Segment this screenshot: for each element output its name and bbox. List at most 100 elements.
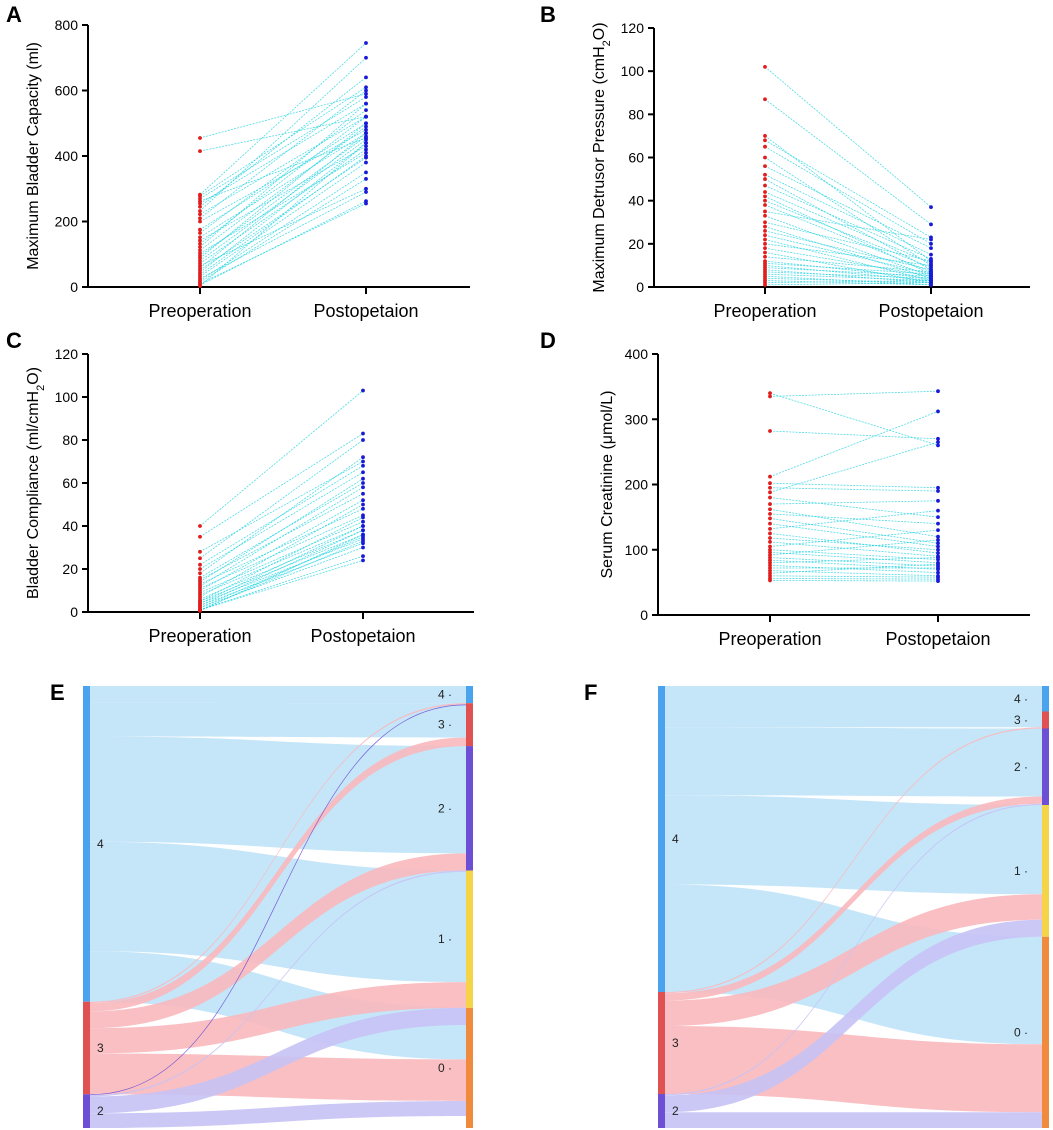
pair-line: [199, 555, 364, 611]
sankey-flow-2-to-0: [665, 1112, 1042, 1128]
postoperation-point: [361, 438, 365, 442]
sankey-flow-4-to-4: [90, 686, 466, 704]
postoperation-point: [364, 131, 368, 135]
postoperation-point: [929, 237, 933, 242]
postoperation-point: [936, 551, 940, 555]
pair-line: [199, 200, 367, 286]
sankey-flow-4-to-3: [665, 711, 1042, 728]
sankey-right-label: 2 ·: [438, 801, 452, 815]
preoperation-point: [198, 256, 202, 261]
pair-line: [764, 178, 932, 271]
pair-line: [199, 178, 367, 283]
pair-line: [769, 537, 939, 551]
sankey-flow-4-to-3: [90, 702, 466, 738]
postoperation-point: [364, 95, 368, 99]
preoperation-point: [763, 220, 767, 225]
y-axis-title: Maximum Bladder Capacity (ml): [25, 42, 42, 270]
y-tick-label: 0: [70, 279, 78, 295]
y-tick-label: 0: [70, 604, 78, 620]
pair-line: [769, 570, 939, 577]
pair-line: [199, 136, 367, 257]
postoperation-point: [361, 506, 365, 511]
sankey-right-label: 2 ·: [1014, 760, 1028, 774]
preoperation-point: [198, 534, 202, 539]
preoperation-point: [768, 495, 772, 500]
y-axis-title: Serum Creatinine (μmol/L): [599, 391, 616, 579]
pair-line: [769, 523, 939, 547]
postoperation-point: [936, 566, 940, 570]
pair-line: [199, 456, 364, 574]
y-tick-label: 20: [628, 236, 644, 252]
postoperation-point: [364, 55, 368, 60]
y-tick-label: 80: [628, 106, 644, 122]
preoperation-point: [768, 566, 772, 570]
pair-line: [199, 157, 367, 271]
postoperation-point: [361, 476, 365, 481]
preoperation-point: [768, 521, 772, 526]
postoperation-point: [936, 515, 940, 520]
sankey-left-node-2: [658, 1094, 665, 1128]
pair-line: [199, 191, 367, 279]
postoperation-point: [361, 554, 365, 558]
preoperation-point: [763, 138, 767, 143]
pair-line: [769, 541, 939, 557]
preoperation-point: [768, 429, 772, 433]
preoperation-point: [768, 571, 772, 576]
preoperation-point: [763, 209, 767, 214]
pair-line: [764, 135, 932, 262]
pair-line: [199, 132, 367, 238]
postoperation-point: [364, 160, 368, 165]
y-tick-label: 100: [625, 542, 649, 558]
postoperation-point: [936, 570, 940, 575]
preoperation-point: [763, 237, 767, 242]
pair-line: [199, 390, 364, 527]
pair-line: [199, 504, 364, 598]
preoperation-point: [763, 97, 767, 102]
sankey-right-label: 0 ·: [1014, 1025, 1028, 1039]
pair-line: [764, 211, 932, 240]
postoperation-point: [364, 137, 368, 142]
postoperation-point: [364, 108, 368, 113]
pair-line: [199, 534, 364, 612]
postoperation-point: [364, 88, 368, 93]
x-category-label: Postopetaion: [313, 301, 418, 321]
pair-line: [199, 142, 367, 287]
pair-line: [769, 539, 939, 556]
pair-line: [769, 549, 939, 560]
postoperation-point: [936, 498, 940, 503]
pair-line: [769, 529, 939, 547]
pair-line: [199, 155, 367, 275]
sankey-left-node-4: [83, 686, 90, 1002]
postoperation-point: [361, 459, 365, 464]
postoperation-point: [936, 485, 940, 490]
pair-line: [199, 529, 364, 606]
preoperation-point: [763, 203, 767, 207]
postoperation-point: [936, 562, 940, 567]
pair-line: [764, 234, 932, 275]
y-tick-label: 100: [621, 63, 645, 79]
pair-line: [199, 137, 367, 202]
postoperation-point: [364, 91, 368, 96]
x-category-label: Postopetaion: [878, 301, 983, 321]
preoperation-point: [763, 194, 767, 199]
sankey-left-label: 3: [97, 1041, 104, 1055]
postoperation-point: [364, 85, 368, 90]
preoperation-point: [198, 209, 202, 213]
pair-line: [199, 547, 364, 609]
preoperation-point: [198, 219, 202, 224]
preoperation-point: [768, 544, 772, 549]
postoperation-point: [936, 389, 940, 394]
pair-line: [199, 116, 367, 215]
sankey-flow-2-to-0: [90, 1100, 466, 1128]
preoperation-point: [763, 164, 767, 169]
preoperation-point: [763, 282, 767, 287]
preoperation-point: [198, 524, 202, 528]
pair-line: [764, 252, 932, 284]
pair-line: [769, 441, 939, 493]
preoperation-point: [763, 224, 767, 229]
pair-line: [764, 165, 932, 249]
y-tick-label: 200: [55, 214, 79, 230]
preoperation-point: [768, 394, 772, 399]
sankey-left-label: 2: [672, 1104, 679, 1118]
pair-line: [199, 525, 364, 604]
